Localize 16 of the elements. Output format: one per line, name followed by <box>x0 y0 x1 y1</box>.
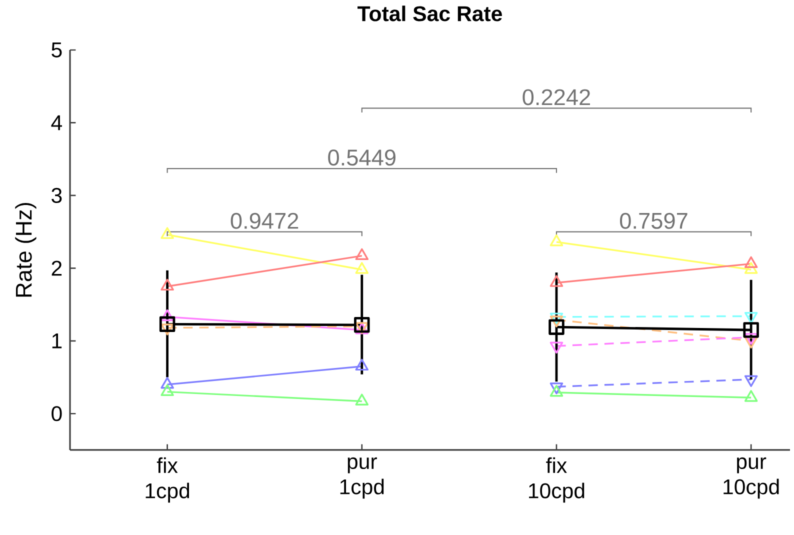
y-tick-label: 2 <box>52 260 62 276</box>
y-tick-label: 3 <box>52 188 62 204</box>
annotation: 0.7597 <box>620 212 688 229</box>
x-tick-label: pur 1cpd <box>340 457 384 499</box>
x-tick-label: fix 1cpd <box>146 457 190 503</box>
y-tick-label: 1 <box>52 334 62 348</box>
annotation: 0.2242 <box>522 89 590 106</box>
x-tick-label: pur 10cpd <box>724 457 779 499</box>
y-tick-label: 5 <box>52 42 62 58</box>
x-tick-label: fix 10cpd <box>529 457 584 503</box>
annotation: 0.5449 <box>328 150 396 166</box>
y-axis-title: Rate (Hz) <box>15 202 36 297</box>
chart-title: Total Sac Rate <box>358 6 502 22</box>
y-tick-label: 0 <box>52 406 62 422</box>
annotation: 0.9472 <box>230 212 298 229</box>
y-tick-label: 4 <box>51 115 62 130</box>
